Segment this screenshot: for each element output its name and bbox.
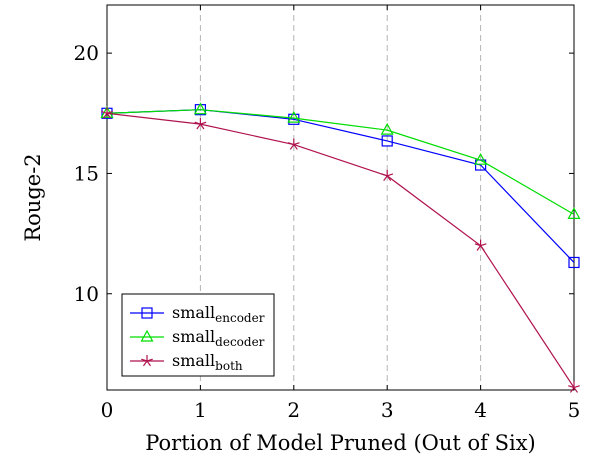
y-axis: 10 15 20 [74,41,574,306]
data-point-decoder [380,122,394,135]
legend-label-subscript: decoder [215,335,265,349]
legend-marker [140,329,154,342]
data-point-encoder [568,256,580,269]
data-point-decoder [474,152,488,165]
series-decoder [100,102,581,219]
data-point-both [101,107,113,119]
data-point-decoder [287,110,301,123]
y-tick-label: 20 [74,41,99,65]
data-point-both [568,381,580,393]
y-tick-label: 10 [74,282,99,306]
x-tick-label: 2 [287,398,300,422]
x-axis-label: Portion of Model Pruned (Out of Six) [145,431,536,455]
data-point-both [287,138,300,150]
series-line-encoder [106,109,575,263]
x-tick-label: 3 [381,398,394,422]
series-encoder [101,104,580,269]
x-tick-label: 1 [194,398,207,422]
y-axis-label: Rouge-2 [21,153,45,241]
data-point-encoder [381,135,393,147]
x-axis: 0 1 2 3 4 5 [101,5,581,422]
series-group [100,102,581,393]
series-both [101,107,580,393]
x-tick-label: 5 [568,398,581,422]
series-line-decoder [106,109,575,215]
data-point-both [381,169,394,182]
legend-label-subscript: encoder [215,311,265,325]
x-tick-label: 0 [101,398,114,422]
data-point-both [194,118,207,130]
y-tick-label: 15 [74,161,99,185]
legend-marker [141,355,153,367]
series-line-both [106,112,575,388]
data-point-decoder [567,207,581,219]
plot-frame [106,4,575,391]
data-point-both [474,239,487,251]
legend-marker [141,307,153,319]
data-point-decoder [193,102,207,115]
x-tick-label: 4 [474,398,487,422]
legend-label-subscript: both [215,359,243,373]
